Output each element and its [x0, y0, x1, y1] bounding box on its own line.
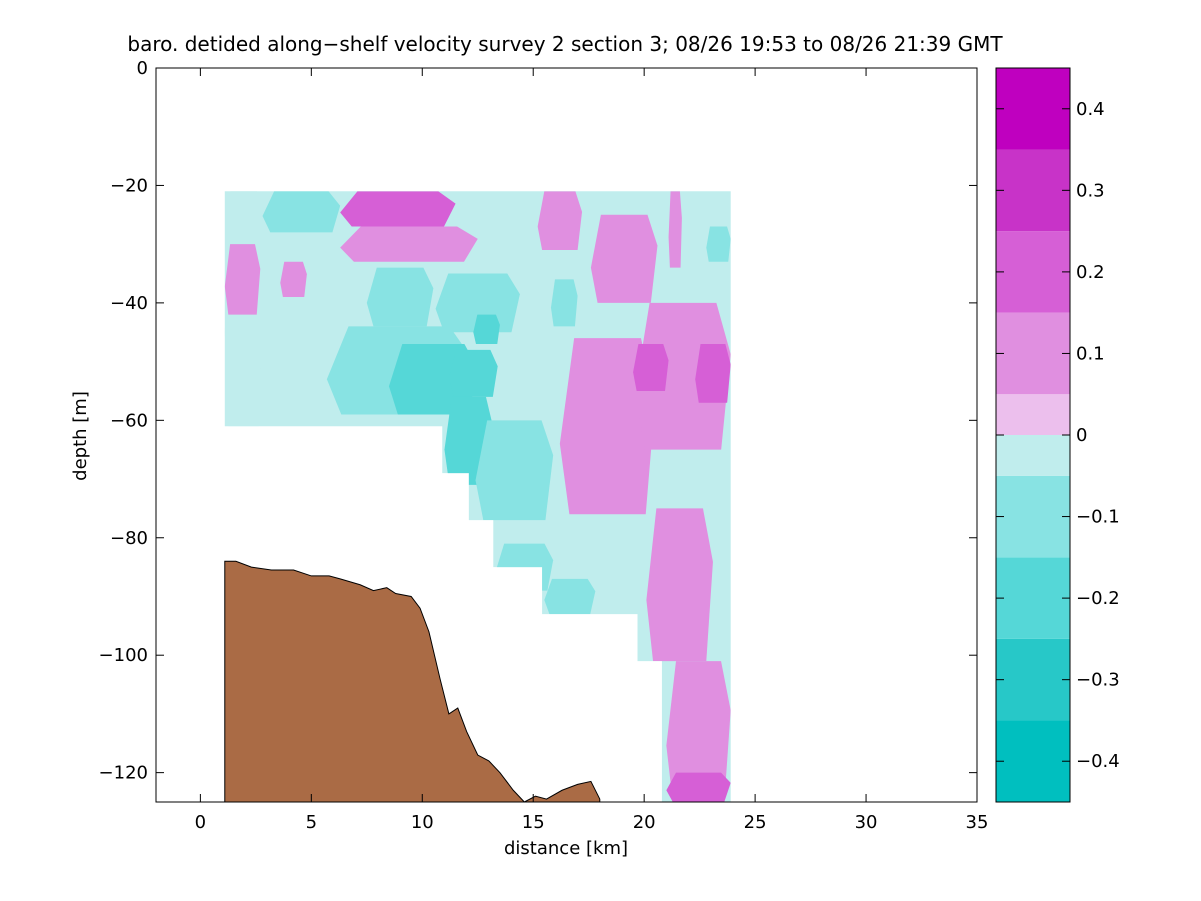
field-patch	[633, 343, 669, 391]
y-tick-label: −80	[110, 528, 148, 549]
field-patch	[366, 267, 434, 327]
x-tick-label: 25	[744, 812, 767, 833]
field-patch	[280, 261, 307, 298]
field-patch	[262, 191, 341, 233]
field-patch	[590, 214, 658, 303]
x-tick-label: 35	[966, 812, 989, 833]
colorbar-bands	[996, 68, 1070, 802]
y-tick-label: −120	[99, 763, 148, 784]
field-patch	[559, 338, 656, 515]
y-tick-label: −60	[110, 410, 148, 431]
colorbar-tick-label: −0.1	[1076, 507, 1120, 528]
colorbar: 0.4 0.3 0.2 0.1 0 −0.1 −0.2 −0.3 −0.4	[995, 67, 1120, 803]
velocity-field	[224, 191, 731, 802]
colorbar-tick-label: −0.2	[1076, 588, 1120, 609]
field-patch	[435, 273, 520, 333]
colorbar-band	[996, 394, 1070, 435]
field-patch	[550, 279, 578, 327]
colorbar-band	[996, 475, 1070, 558]
seafloor	[224, 560, 601, 803]
y-axis-ticks: 0 −20 −40 −60 −80 −100 −120	[99, 58, 977, 784]
x-axis-label: distance [km]	[504, 838, 628, 859]
y-tick-label: 0	[137, 58, 148, 79]
colorbar-band	[996, 312, 1070, 395]
field-patch	[473, 314, 500, 344]
field-patch	[340, 226, 478, 262]
colorbar-tick-label: 0.1	[1076, 343, 1105, 364]
field-patch	[646, 508, 713, 662]
colorbar-tick-label: −0.4	[1076, 751, 1120, 772]
field-patch	[224, 244, 261, 315]
field-patch	[340, 191, 456, 227]
field-patches	[224, 191, 731, 802]
field-patch	[666, 661, 731, 802]
colorbar-band	[996, 557, 1070, 639]
colorbar-band	[996, 149, 1070, 232]
field-patch	[537, 191, 583, 251]
x-tick-label: 15	[522, 812, 545, 833]
colorbar-band	[996, 231, 1070, 313]
x-tick-label: 30	[855, 812, 878, 833]
colorbar-band	[996, 435, 1070, 476]
y-tick-label: −40	[110, 293, 148, 314]
colorbar-band	[996, 68, 1070, 150]
bathymetry	[224, 560, 601, 803]
field-patch	[666, 772, 731, 802]
field-patch	[668, 191, 682, 268]
plot-frame	[155, 67, 978, 803]
x-axis-ticks: 0 5 10 15 20 25 30 35	[195, 68, 989, 833]
x-tick-label: 0	[195, 812, 206, 833]
colorbar-ticks: 0.4 0.3 0.2 0.1 0 −0.1 −0.2 −0.3 −0.4	[996, 99, 1120, 772]
colorbar-tick-label: 0.2	[1076, 262, 1105, 283]
field-patch	[544, 578, 596, 615]
y-tick-label: −20	[110, 175, 148, 196]
field-patch	[448, 349, 498, 397]
colorbar-tick-label: −0.3	[1076, 670, 1120, 691]
y-axis-label: depth [m]	[70, 391, 91, 481]
field-patch	[706, 226, 731, 262]
x-tick-label: 5	[306, 812, 317, 833]
x-tick-label: 20	[633, 812, 656, 833]
colorbar-tick-label: 0.3	[1076, 180, 1105, 201]
plot-area: 0 5 10 15 20 25 30 35 0 −20 −40 −60 −80 −100 −120	[99, 58, 989, 833]
colorbar-band	[996, 720, 1070, 802]
colorbar-band	[996, 638, 1070, 721]
field-patch	[635, 302, 731, 450]
colorbar-tick-label: 0.4	[1076, 99, 1105, 120]
colorbar-tick-label: 0	[1076, 425, 1087, 446]
field-patch	[475, 420, 554, 521]
field-patch	[695, 343, 731, 403]
x-tick-label: 10	[411, 812, 434, 833]
y-tick-label: −100	[99, 645, 148, 666]
chart-title: baro. detided along−shelf velocity surve…	[127, 32, 1003, 56]
